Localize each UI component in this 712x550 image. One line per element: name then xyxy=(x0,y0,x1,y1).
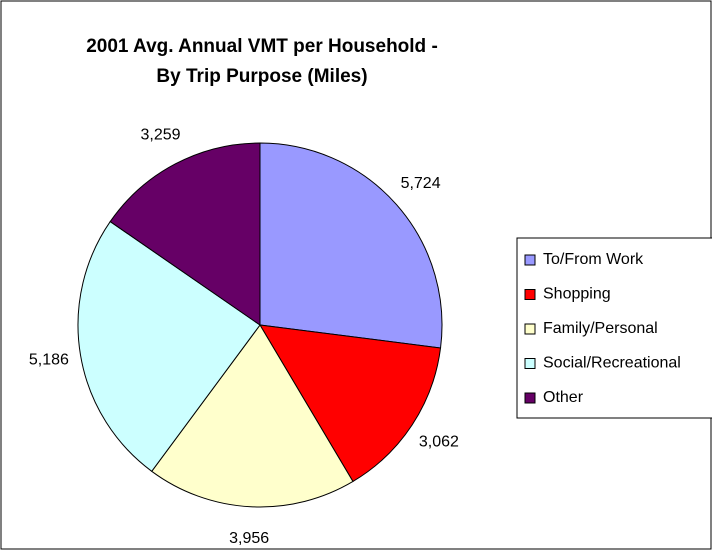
data-label: 3,259 xyxy=(141,127,181,144)
data-label: 3,062 xyxy=(419,434,459,451)
legend-swatch xyxy=(524,254,536,266)
pie-slice xyxy=(259,142,443,349)
chart-title: By Trip Purpose (Miles) xyxy=(156,66,367,87)
pie-slice xyxy=(259,324,442,483)
data-label: 3,956 xyxy=(229,530,269,547)
legend-swatch xyxy=(524,289,536,300)
pie-slice xyxy=(77,220,261,472)
legend-label: Social/Recreational xyxy=(543,355,681,372)
legend-label: Family/Personal xyxy=(543,320,658,337)
legend-box xyxy=(516,237,712,419)
legend-label: Other xyxy=(543,389,584,406)
chart-title: 2001 Avg. Annual VMT per Household - xyxy=(86,36,438,57)
pie-slice xyxy=(109,142,261,326)
legend-label: To/From Work xyxy=(543,251,644,268)
legend-label: Shopping xyxy=(543,286,611,303)
legend-swatch xyxy=(524,358,536,369)
legend-swatch xyxy=(524,392,536,404)
data-label: 5,186 xyxy=(29,351,69,368)
legend-swatch xyxy=(524,323,536,335)
data-label: 5,724 xyxy=(401,175,441,192)
pie-slice xyxy=(151,324,354,508)
